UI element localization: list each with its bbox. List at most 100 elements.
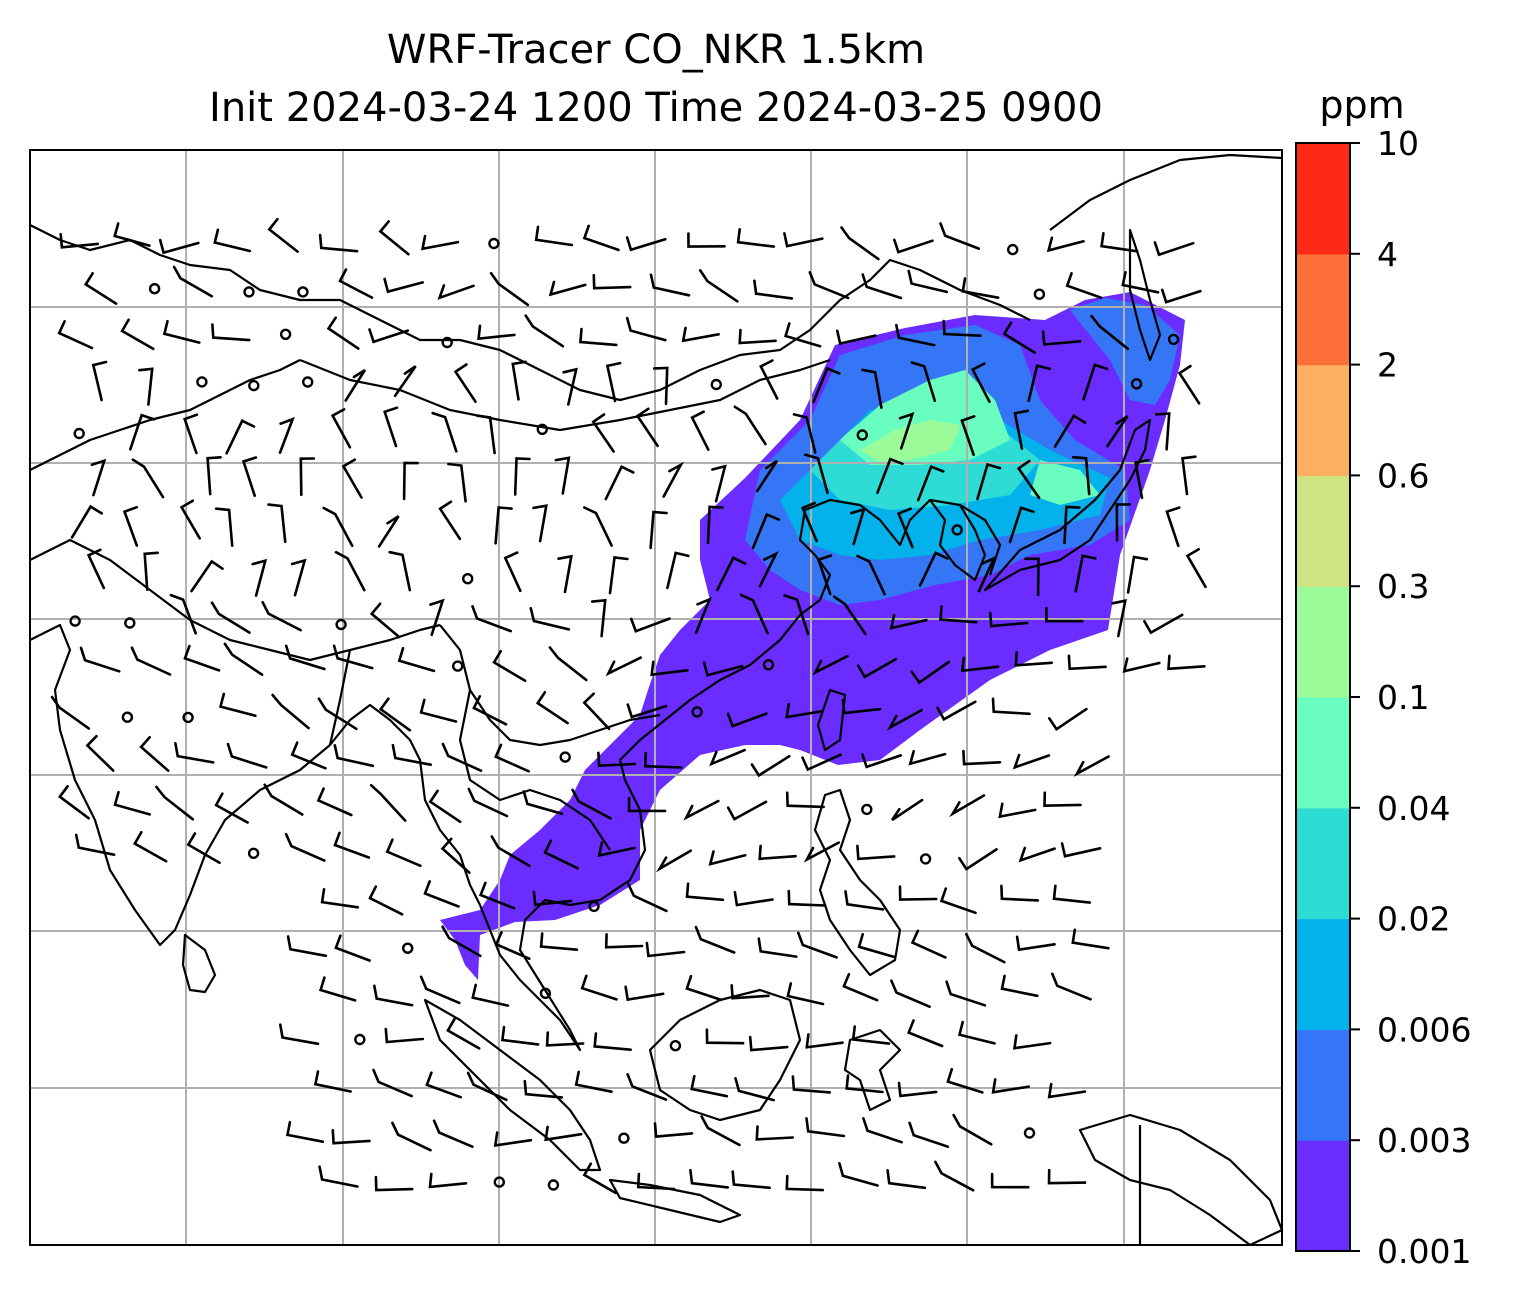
wind-barb-119: [554, 456, 571, 495]
wind-barb-230: [582, 692, 611, 731]
wind-barb-36: [808, 271, 850, 300]
wind-barb-54: [578, 327, 618, 347]
wind-barb-106: [1013, 409, 1029, 450]
wind-barb-33: [649, 273, 691, 297]
coast-philippines: [813, 788, 902, 977]
wind-barb-174: [1126, 555, 1149, 594]
wind-barb-336: [580, 974, 618, 1001]
wind-barb-195: [1045, 606, 1084, 623]
wind-barb-302: [423, 880, 460, 908]
wind-barb-160: [388, 550, 412, 592]
wind-barb-347: [354, 1033, 366, 1046]
wind-barb-157: [251, 558, 268, 597]
wind-barb-301: [368, 885, 404, 916]
wind-barb-17: [939, 222, 981, 250]
wind-barb-392: [374, 1175, 414, 1192]
wind-barb-142: [583, 506, 613, 547]
wind-barb-116: [402, 461, 419, 501]
wind-barb-260: [57, 785, 90, 820]
wind-barb-135: [214, 507, 234, 547]
wind-barb-74: [511, 360, 527, 401]
wind-barb-38: [907, 269, 948, 294]
wind-barb-13: [736, 228, 776, 248]
wind-barb-371: [845, 1074, 884, 1094]
wind-barb-118: [513, 457, 531, 496]
wind-barb-247: [441, 742, 483, 772]
wind-barb-87: [1177, 364, 1201, 405]
wind-barb-311: [898, 885, 938, 901]
wind-barb-127: [976, 462, 1002, 501]
wind-barb-70: [302, 376, 314, 388]
wind-barb-291: [656, 849, 692, 873]
wind-barb-178: [169, 593, 197, 635]
wind-barb-113: [241, 456, 258, 497]
wind-barb-64: [1090, 314, 1130, 351]
wind-barb-155: [143, 551, 159, 591]
wind-barb-298: [1018, 846, 1056, 863]
wind-barb-352: [593, 1032, 632, 1051]
wind-barb-131: [1181, 455, 1197, 496]
border-myanmar: [328, 649, 352, 746]
wind-barb-76: [605, 361, 622, 403]
wind-barb-356: [805, 1033, 844, 1049]
colorbar-tick-label-3: 0.02: [1377, 900, 1450, 939]
wind-barb-390: [1023, 1127, 1036, 1139]
wind-barb-308: [733, 890, 774, 907]
wind-barb-42: [1121, 271, 1160, 294]
wind-barb-403: [934, 1160, 975, 1192]
wind-barb-151: [1063, 505, 1081, 545]
wind-barb-359: [957, 1020, 996, 1045]
coast-far-east: [1049, 153, 1282, 231]
wind-barb-251: [643, 751, 683, 769]
wind-barb-162: [503, 551, 522, 593]
wind-barb-385: [755, 1125, 795, 1141]
colorbar-bin-3: [1296, 807, 1350, 920]
wind-barb-267: [428, 789, 462, 824]
wind-barb-19: [1046, 236, 1085, 253]
wind-barb-319: [494, 931, 531, 960]
wind-barb-139: [438, 500, 462, 541]
wind-barb-22: [83, 272, 118, 305]
wind-barb-288: [490, 835, 531, 868]
colorbar-tick-label-9: 4: [1377, 235, 1398, 274]
wind-barb-199: [130, 646, 172, 676]
coast-sri-lanka: [181, 933, 217, 994]
wind-barb-305: [588, 900, 600, 913]
wind-barb-78: [710, 378, 722, 391]
wind-barb-323: [694, 925, 736, 954]
wind-barb-112: [206, 456, 222, 496]
wind-barb-320: [539, 932, 579, 951]
wind-barbs: [50, 217, 1207, 1195]
wind-barb-69: [248, 379, 260, 392]
wind-barb-24: [172, 265, 214, 298]
wind-barb-358: [907, 1019, 944, 1048]
wind-barb-219: [1167, 654, 1206, 671]
wind-barb-266: [369, 784, 407, 822]
wind-barb-306: [627, 882, 668, 913]
wind-barb-92: [278, 416, 295, 454]
wind-barb-253: [750, 754, 791, 778]
wind-barb-402: [886, 1169, 927, 1190]
wind-barb-325: [797, 931, 838, 959]
wind-barb-237: [936, 700, 977, 722]
wind-barb-68: [196, 376, 208, 388]
wind-barb-41: [1065, 272, 1103, 299]
wind-barb-99: [635, 407, 659, 448]
wind-barb-273: [726, 800, 768, 821]
coast-sumatra: [423, 998, 602, 1172]
wind-barb-121: [662, 461, 685, 498]
colorbar-tick-label-10: 10: [1377, 124, 1419, 163]
wind-barb-190: [783, 594, 810, 636]
wind-barb-346: [279, 1023, 320, 1046]
coast-sakhalin: [1128, 228, 1162, 362]
wind-barb-400: [785, 1174, 825, 1192]
wind-barb-337: [624, 985, 665, 1002]
wind-barb-327: [910, 929, 947, 959]
wind-barb-339: [730, 984, 770, 1000]
colorbar-bin-5: [1296, 586, 1350, 698]
wind-barb-84: [1027, 364, 1051, 403]
wind-barb-209: [650, 660, 689, 677]
wind-barb-318: [441, 925, 482, 958]
wind-barb-380: [493, 1131, 533, 1147]
wind-barb-284: [284, 832, 326, 862]
